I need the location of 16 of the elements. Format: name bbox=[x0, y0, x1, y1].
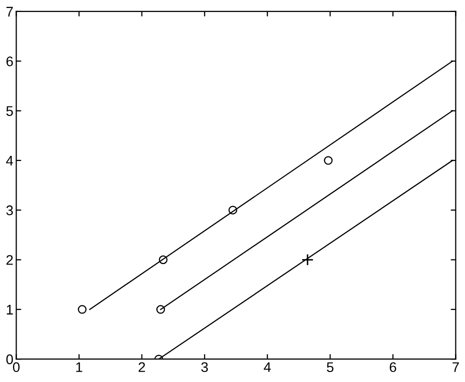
x-tick-label: 4 bbox=[264, 362, 271, 372]
x-tick-label: 6 bbox=[390, 362, 396, 372]
x-tick-label: 7 bbox=[452, 362, 459, 372]
x-tick-label: 2 bbox=[138, 362, 145, 372]
y-tick-label: 5 bbox=[6, 106, 13, 116]
y-tick-label: 3 bbox=[6, 205, 13, 216]
y-tick-label: 0 bbox=[6, 354, 13, 364]
y-tick-label: 2 bbox=[6, 255, 13, 265]
y-tick-label: 1 bbox=[6, 304, 13, 314]
x-tick-label: 0 bbox=[12, 362, 20, 372]
x-tick-label: 3 bbox=[201, 362, 208, 372]
y-tick-label: 6 bbox=[6, 56, 13, 66]
y-tick-label: 4 bbox=[6, 156, 14, 166]
y-tick-label: 7 bbox=[6, 6, 13, 16]
x-tick-label: 1 bbox=[76, 362, 82, 372]
x-tick-label: 5 bbox=[326, 362, 334, 372]
